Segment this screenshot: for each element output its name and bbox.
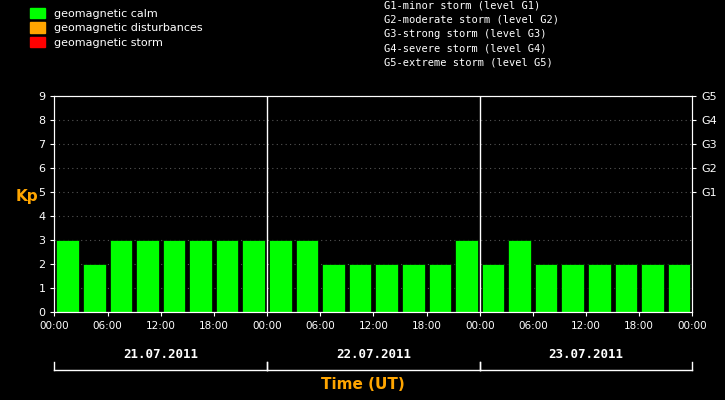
Bar bbox=[269, 240, 291, 312]
Bar bbox=[322, 264, 345, 312]
Bar bbox=[136, 240, 159, 312]
Bar bbox=[641, 264, 664, 312]
Text: 23.07.2011: 23.07.2011 bbox=[549, 348, 624, 360]
Bar bbox=[508, 240, 531, 312]
Y-axis label: Kp: Kp bbox=[16, 189, 38, 204]
Bar bbox=[588, 264, 610, 312]
Bar bbox=[615, 264, 637, 312]
Bar bbox=[668, 264, 690, 312]
Bar bbox=[162, 240, 186, 312]
Bar bbox=[109, 240, 132, 312]
Bar bbox=[83, 264, 106, 312]
Text: Time (UT): Time (UT) bbox=[320, 377, 405, 392]
Bar bbox=[242, 240, 265, 312]
Bar bbox=[561, 264, 584, 312]
Bar bbox=[428, 264, 451, 312]
Bar bbox=[455, 240, 478, 312]
Bar bbox=[216, 240, 239, 312]
Text: 21.07.2011: 21.07.2011 bbox=[123, 348, 198, 360]
Legend: geomagnetic calm, geomagnetic disturbances, geomagnetic storm: geomagnetic calm, geomagnetic disturbanc… bbox=[28, 6, 205, 50]
Bar bbox=[535, 264, 558, 312]
Text: G1-minor storm (level G1)
G2-moderate storm (level G2)
G3-strong storm (level G3: G1-minor storm (level G1) G2-moderate st… bbox=[384, 0, 559, 68]
Text: 22.07.2011: 22.07.2011 bbox=[336, 348, 411, 360]
Bar bbox=[57, 240, 79, 312]
Bar bbox=[481, 264, 505, 312]
Bar bbox=[376, 264, 398, 312]
Bar bbox=[189, 240, 212, 312]
Bar bbox=[402, 264, 425, 312]
Bar bbox=[296, 240, 318, 312]
Bar bbox=[349, 264, 371, 312]
